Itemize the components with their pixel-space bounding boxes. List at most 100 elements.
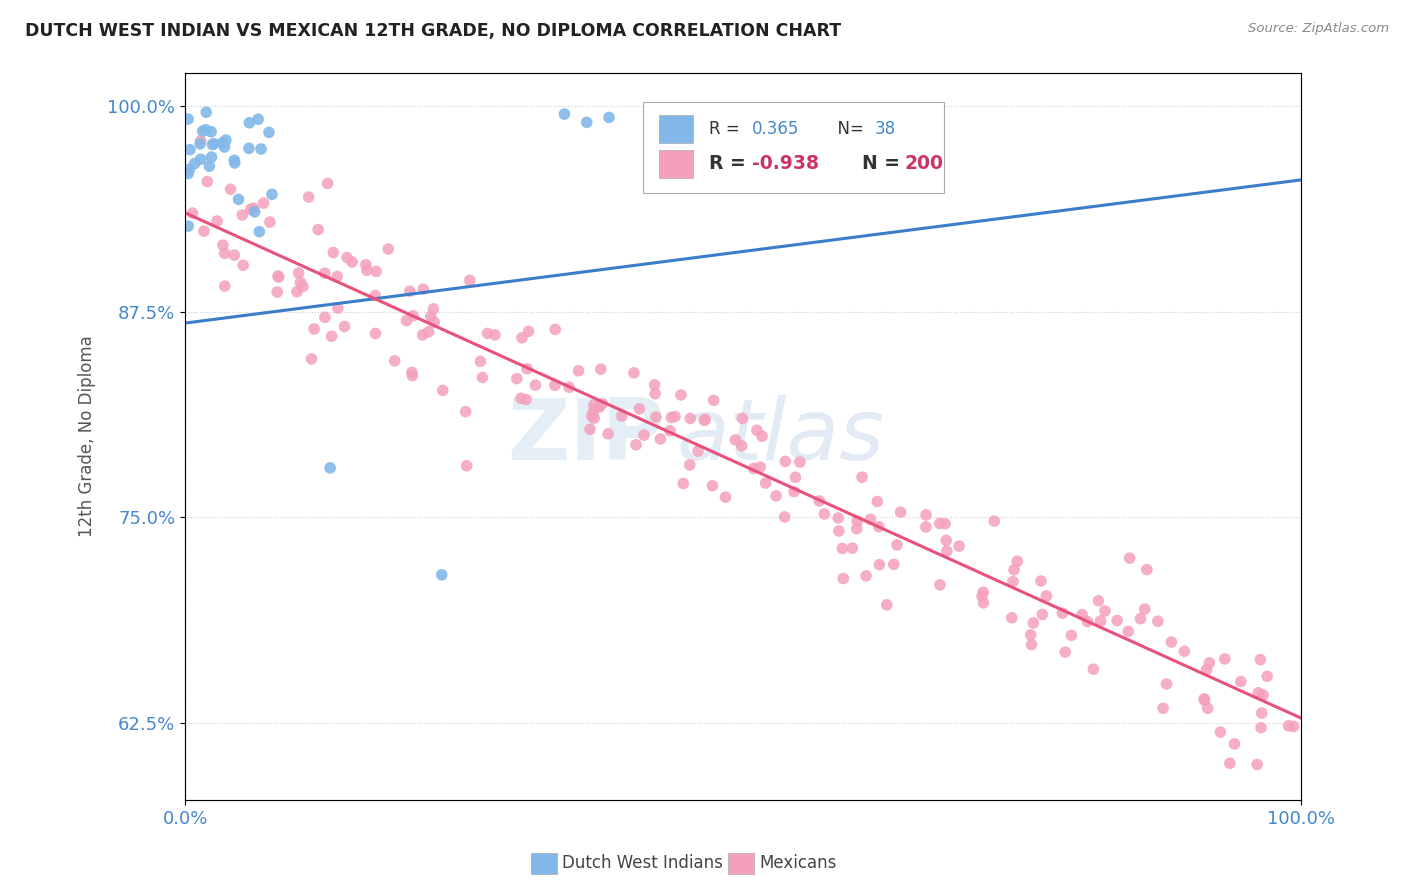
Point bbox=[1152, 701, 1174, 715]
Point bbox=[831, 541, 853, 556]
Point bbox=[190, 152, 212, 166]
Point bbox=[202, 136, 225, 151]
Bar bbox=[659, 115, 693, 143]
Point bbox=[190, 134, 212, 148]
Point bbox=[679, 458, 702, 472]
Point bbox=[588, 399, 610, 413]
Point bbox=[517, 324, 540, 338]
Point bbox=[224, 156, 246, 170]
Point bbox=[1090, 614, 1112, 628]
Point bbox=[1213, 652, 1236, 666]
Point bbox=[1083, 662, 1105, 676]
Point bbox=[214, 246, 236, 260]
Point bbox=[672, 476, 695, 491]
Point bbox=[198, 159, 221, 173]
Point bbox=[970, 590, 993, 604]
Text: Dutch West Indians: Dutch West Indians bbox=[562, 855, 723, 872]
Point bbox=[458, 273, 481, 287]
Point bbox=[384, 354, 406, 368]
Point bbox=[1195, 663, 1218, 677]
Point bbox=[250, 142, 273, 156]
Point bbox=[808, 494, 831, 508]
Point bbox=[742, 461, 765, 475]
Point bbox=[558, 380, 581, 394]
Text: Source: ZipAtlas.com: Source: ZipAtlas.com bbox=[1249, 22, 1389, 36]
Text: 0.365: 0.365 bbox=[752, 120, 799, 138]
Point bbox=[714, 490, 737, 504]
Point bbox=[314, 310, 336, 325]
Point bbox=[201, 137, 224, 152]
Point bbox=[239, 202, 262, 217]
Point bbox=[1250, 721, 1272, 735]
Point bbox=[364, 264, 387, 278]
Point bbox=[868, 558, 890, 572]
Point bbox=[260, 187, 283, 202]
Point bbox=[544, 322, 567, 336]
Point bbox=[326, 269, 349, 284]
Point bbox=[703, 393, 725, 408]
Point bbox=[1251, 688, 1274, 702]
Point bbox=[553, 107, 575, 121]
Point bbox=[242, 201, 264, 215]
Point bbox=[928, 516, 950, 531]
Point bbox=[354, 258, 377, 272]
Text: Mexicans: Mexicans bbox=[759, 855, 837, 872]
Point bbox=[193, 224, 215, 238]
Point bbox=[340, 255, 363, 269]
Point bbox=[1022, 615, 1045, 630]
Point bbox=[650, 432, 672, 446]
Point bbox=[484, 327, 506, 342]
Point bbox=[356, 263, 378, 277]
Point bbox=[765, 489, 787, 503]
Point bbox=[749, 460, 772, 475]
Point bbox=[215, 133, 238, 147]
Point bbox=[298, 190, 321, 204]
Point bbox=[515, 392, 537, 407]
Point bbox=[252, 196, 274, 211]
Text: R =: R = bbox=[710, 154, 752, 173]
Point bbox=[419, 310, 441, 324]
Point bbox=[1035, 589, 1057, 603]
Point bbox=[846, 514, 869, 528]
Point bbox=[679, 411, 702, 425]
Point bbox=[886, 538, 908, 552]
FancyBboxPatch shape bbox=[643, 102, 943, 193]
Point bbox=[1230, 674, 1253, 689]
Point bbox=[195, 175, 218, 189]
Point bbox=[267, 270, 290, 285]
Point bbox=[789, 455, 811, 469]
Text: 200: 200 bbox=[904, 154, 943, 173]
Point bbox=[664, 409, 686, 424]
Point bbox=[205, 214, 228, 228]
Point bbox=[1160, 635, 1182, 649]
Point bbox=[301, 351, 323, 366]
Point bbox=[364, 326, 387, 341]
Point bbox=[188, 136, 211, 151]
Point bbox=[412, 282, 434, 296]
Point bbox=[659, 410, 682, 425]
Point bbox=[418, 325, 440, 339]
Point bbox=[238, 141, 260, 155]
Point bbox=[1194, 693, 1216, 707]
Point bbox=[845, 522, 868, 536]
Point bbox=[181, 206, 204, 220]
Point bbox=[195, 105, 218, 120]
Text: N =: N = bbox=[849, 154, 907, 173]
Point bbox=[326, 301, 349, 315]
Point bbox=[644, 377, 666, 392]
Point bbox=[477, 326, 499, 341]
Point bbox=[224, 248, 246, 262]
Point bbox=[1002, 563, 1025, 577]
Text: DUTCH WEST INDIAN VS MEXICAN 12TH GRADE, NO DIPLOMA CORRELATION CHART: DUTCH WEST INDIAN VS MEXICAN 12TH GRADE,… bbox=[25, 22, 841, 40]
Point bbox=[214, 140, 236, 154]
Point bbox=[659, 424, 682, 438]
Point bbox=[321, 329, 343, 343]
Text: -0.938: -0.938 bbox=[752, 154, 818, 173]
Point bbox=[827, 511, 849, 525]
Point bbox=[257, 125, 280, 139]
Point bbox=[191, 124, 214, 138]
Point bbox=[319, 461, 342, 475]
Point bbox=[200, 125, 222, 139]
Point bbox=[693, 413, 716, 427]
Point bbox=[231, 208, 253, 222]
